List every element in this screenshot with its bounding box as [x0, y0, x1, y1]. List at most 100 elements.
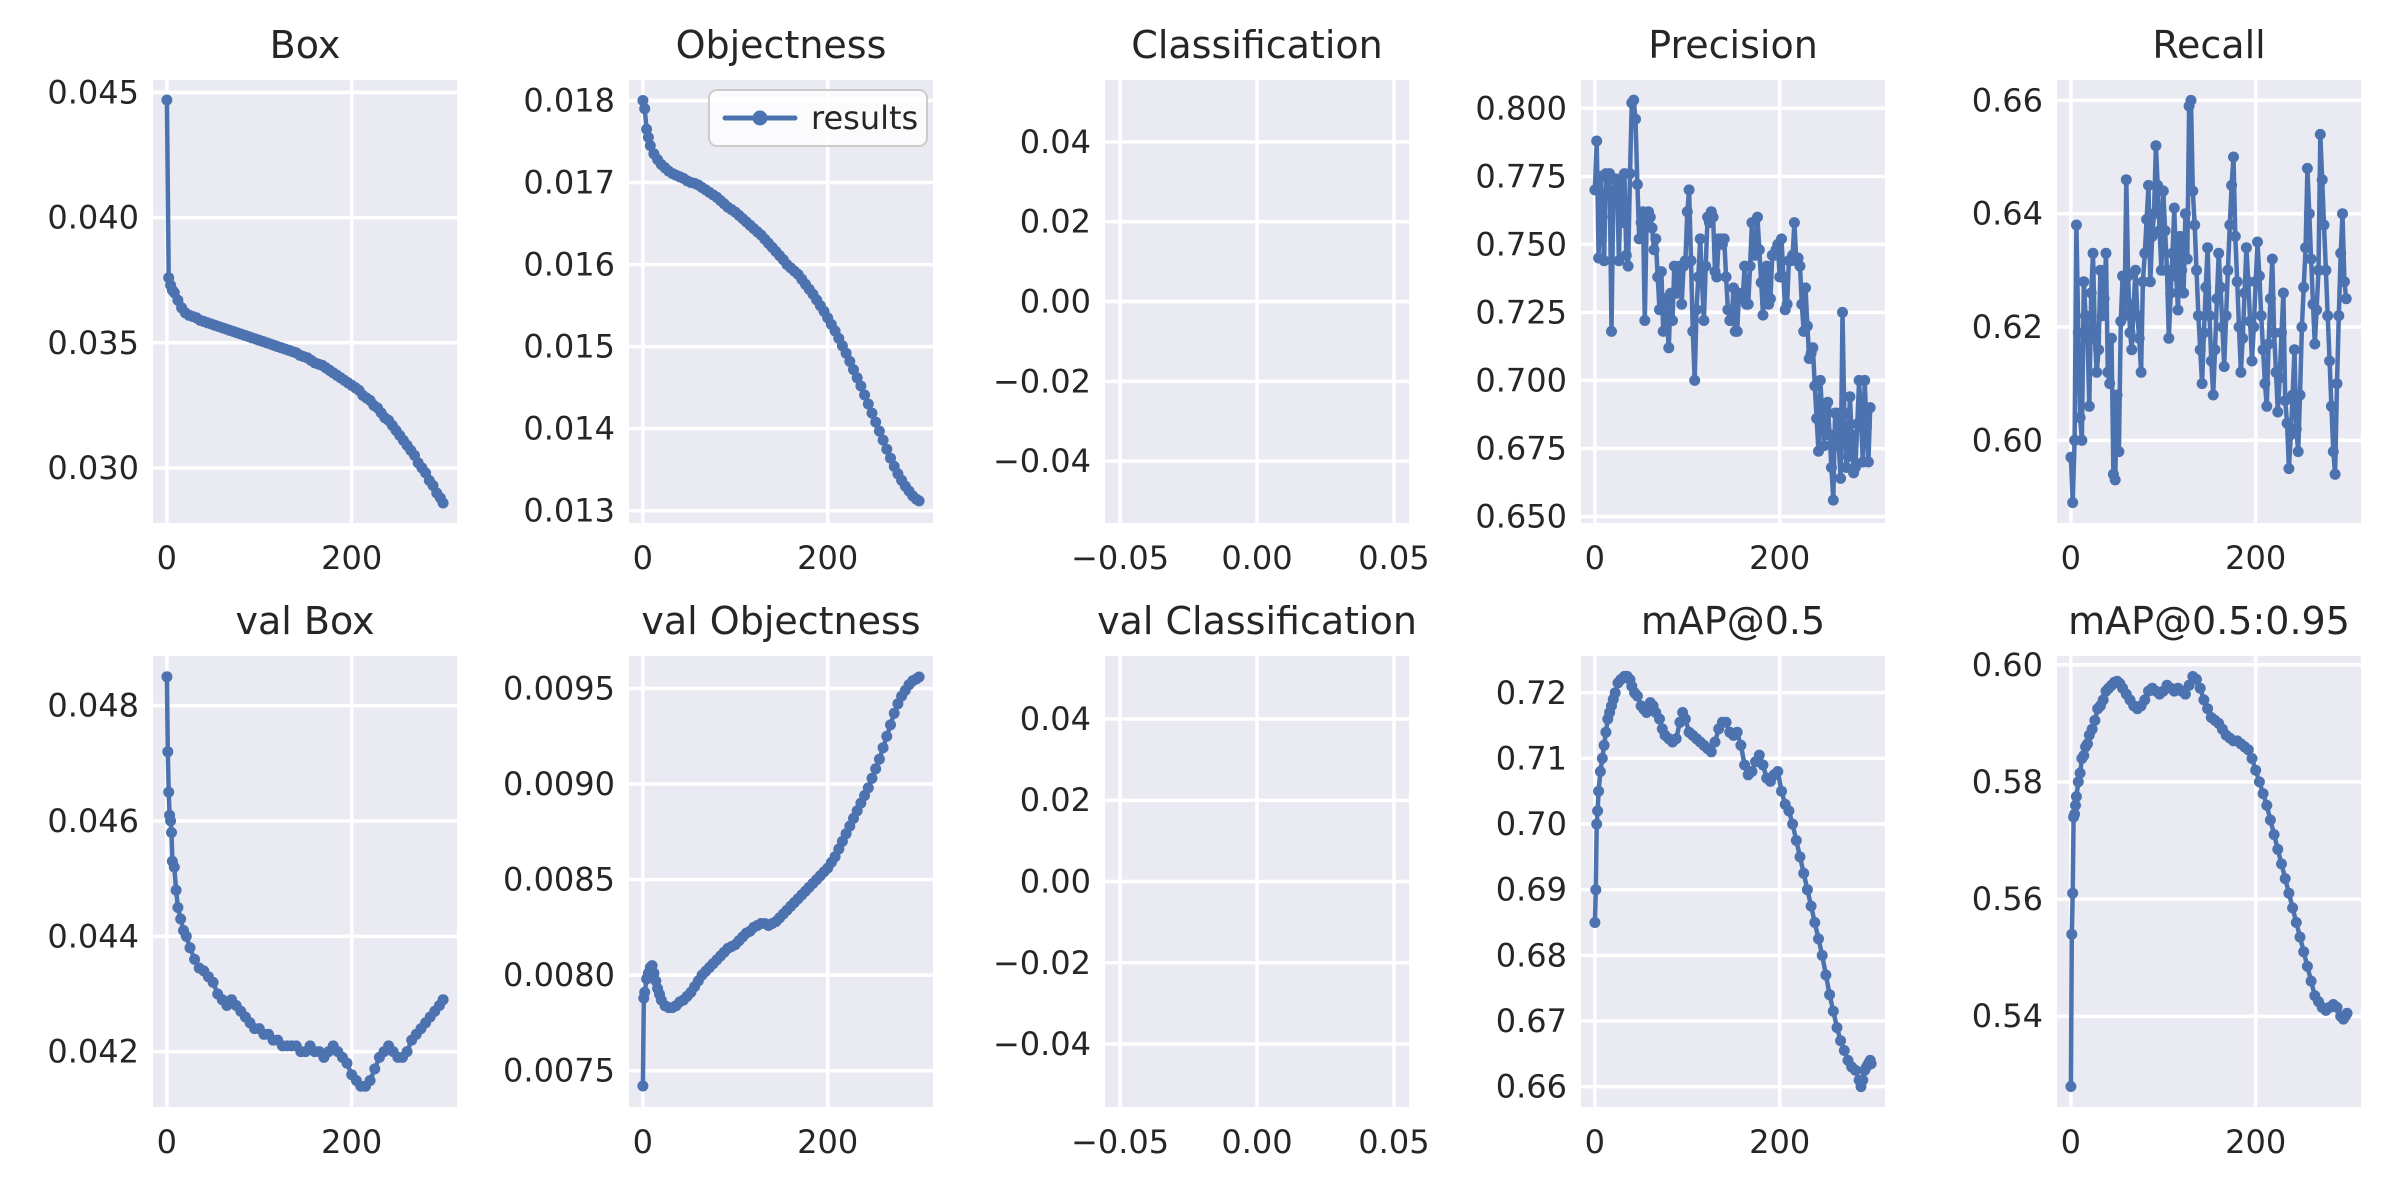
data-point [163, 786, 175, 798]
data-point [2257, 788, 2269, 800]
y-tick-label: 0.62 [1972, 308, 2043, 346]
subplot-title-classification: Classification [1131, 23, 1382, 67]
data-point [1794, 851, 1806, 863]
y-tick-label: 0.035 [47, 324, 139, 362]
data-point [2072, 776, 2084, 788]
data-point [2215, 281, 2227, 293]
data-point [1772, 766, 1784, 777]
data-point [2292, 446, 2304, 458]
data-point [2261, 400, 2273, 412]
data-point [2250, 764, 2262, 776]
data-point [1593, 785, 1605, 797]
x-tick-label: 200 [797, 539, 858, 577]
data-point [642, 131, 654, 143]
y-tick-label: 0.04 [1020, 123, 1091, 161]
series-markers-precision [1589, 94, 1876, 506]
data-point [2168, 202, 2180, 214]
data-point [2213, 247, 2225, 259]
data-point [1707, 211, 1719, 223]
data-point [1687, 325, 1699, 337]
data-point [913, 495, 925, 507]
data-point [437, 994, 449, 1006]
legend-marker-icon [752, 110, 768, 126]
data-point [2122, 270, 2134, 282]
data-point [2150, 140, 2162, 152]
data-point [364, 1075, 376, 1086]
data-point [851, 372, 863, 384]
y-tick-label: 0.750 [1475, 225, 1567, 263]
data-point [1731, 325, 1743, 337]
data-point [888, 707, 900, 719]
data-point [2224, 219, 2236, 231]
data-point [2298, 281, 2310, 293]
data-point [873, 753, 885, 765]
data-point [639, 103, 651, 115]
y-tick-label: 0.650 [1475, 497, 1567, 535]
data-point [2322, 310, 2334, 322]
data-point [1825, 462, 1837, 473]
data-point [2191, 264, 2202, 276]
data-point [1589, 917, 1601, 928]
data-point [2163, 332, 2175, 344]
data-point [2264, 814, 2276, 826]
data-point [2131, 310, 2143, 322]
data-point [2218, 361, 2230, 373]
x-tick-label: 200 [1749, 539, 1810, 577]
data-point [2196, 378, 2208, 390]
data-point [2239, 287, 2251, 299]
data-point [2194, 344, 2206, 356]
data-point [2198, 694, 2210, 706]
data-point [1824, 429, 1836, 441]
data-point [2111, 389, 2123, 401]
data-point [2074, 767, 2086, 779]
data-point [2246, 355, 2258, 367]
data-point [2242, 744, 2254, 756]
data-point [2231, 276, 2243, 288]
data-point [2187, 185, 2199, 197]
data-point [885, 719, 896, 731]
x-tick-label: 200 [2225, 539, 2286, 577]
data-point [2229, 230, 2241, 242]
data-point [2194, 682, 2206, 694]
data-point [2185, 94, 2197, 106]
data-point [2096, 310, 2108, 322]
data-point [1620, 249, 1632, 261]
data-point [1755, 277, 1767, 288]
data-point [1837, 306, 1848, 318]
data-point [2329, 468, 2341, 480]
data-point [2085, 287, 2097, 299]
data-point [1781, 298, 1793, 310]
data-point [1622, 260, 1634, 272]
subplot-val-box: 0.042 0.044 0.046 0.048 0 200 val Box [47, 599, 457, 1161]
data-point [2080, 310, 2092, 322]
y-tick-label: 0.56 [1972, 880, 2043, 918]
data-point [1600, 726, 1612, 738]
data-point [1838, 407, 1850, 419]
data-point [873, 425, 885, 437]
data-point [1617, 217, 1629, 229]
plot-area-val-box [153, 656, 457, 1107]
data-point [1630, 113, 1641, 125]
subplot-map0595: 0.54 0.56 0.58 0.60 0 200 mAP@0.5:0.95 [1972, 599, 2361, 1161]
data-point [2128, 298, 2140, 310]
data-point [2309, 338, 2321, 350]
y-tick-label: 0.014 [523, 410, 615, 448]
subplot-recall: 0.60 0.62 0.64 0.66 0 200 Recall [1972, 23, 2361, 577]
data-point [1654, 304, 1665, 316]
data-point [1644, 211, 1656, 223]
x-tick-label: 0.05 [1358, 539, 1429, 577]
y-tick-label: 0.69 [1496, 871, 1567, 909]
data-point [1777, 271, 1789, 283]
data-point [1700, 260, 1712, 272]
data-point [2091, 366, 2103, 378]
data-point [1776, 233, 1787, 245]
data-point [2216, 321, 2228, 333]
data-point [1824, 989, 1836, 1001]
data-point [2205, 355, 2217, 367]
subplot-val-objectness: 0.0075 0.0080 0.0085 0.0090 0.0095 0 200 val Ob… [503, 599, 933, 1161]
data-point [2078, 276, 2090, 288]
data-point [866, 772, 878, 784]
data-point [644, 140, 656, 152]
data-point [1827, 1005, 1839, 1017]
data-point [2331, 378, 2343, 390]
